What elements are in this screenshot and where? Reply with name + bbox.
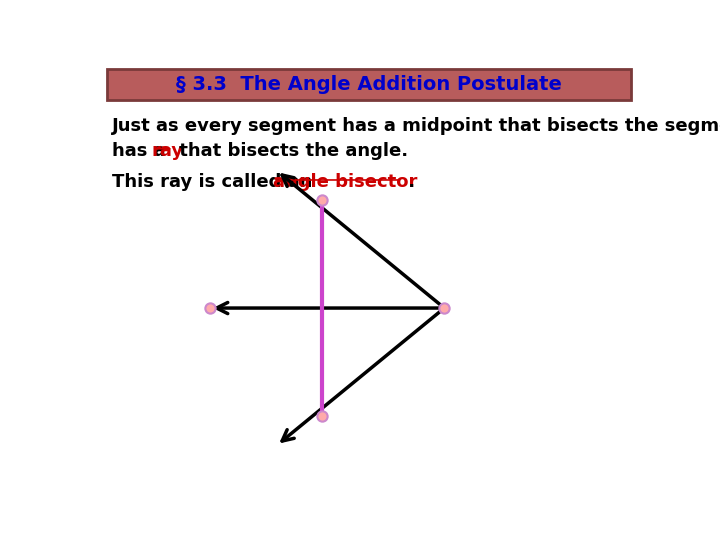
Text: Just as every segment has a midpoint that bisects the segment, every angle: Just as every segment has a midpoint tha… xyxy=(112,117,720,135)
Text: .: . xyxy=(402,173,415,191)
Point xyxy=(316,412,328,421)
Text: that bisects the angle.: that bisects the angle. xyxy=(173,141,408,160)
Point xyxy=(438,303,450,312)
FancyBboxPatch shape xyxy=(107,69,631,100)
Text: ray: ray xyxy=(152,141,184,160)
Text: § 3.3  The Angle Addition Postulate: § 3.3 The Angle Addition Postulate xyxy=(176,75,562,94)
Point xyxy=(316,195,328,204)
Point xyxy=(204,303,216,312)
Text: This ray is called an: This ray is called an xyxy=(112,173,319,191)
Text: angle bisector: angle bisector xyxy=(273,173,418,191)
Text: has a: has a xyxy=(112,141,172,160)
